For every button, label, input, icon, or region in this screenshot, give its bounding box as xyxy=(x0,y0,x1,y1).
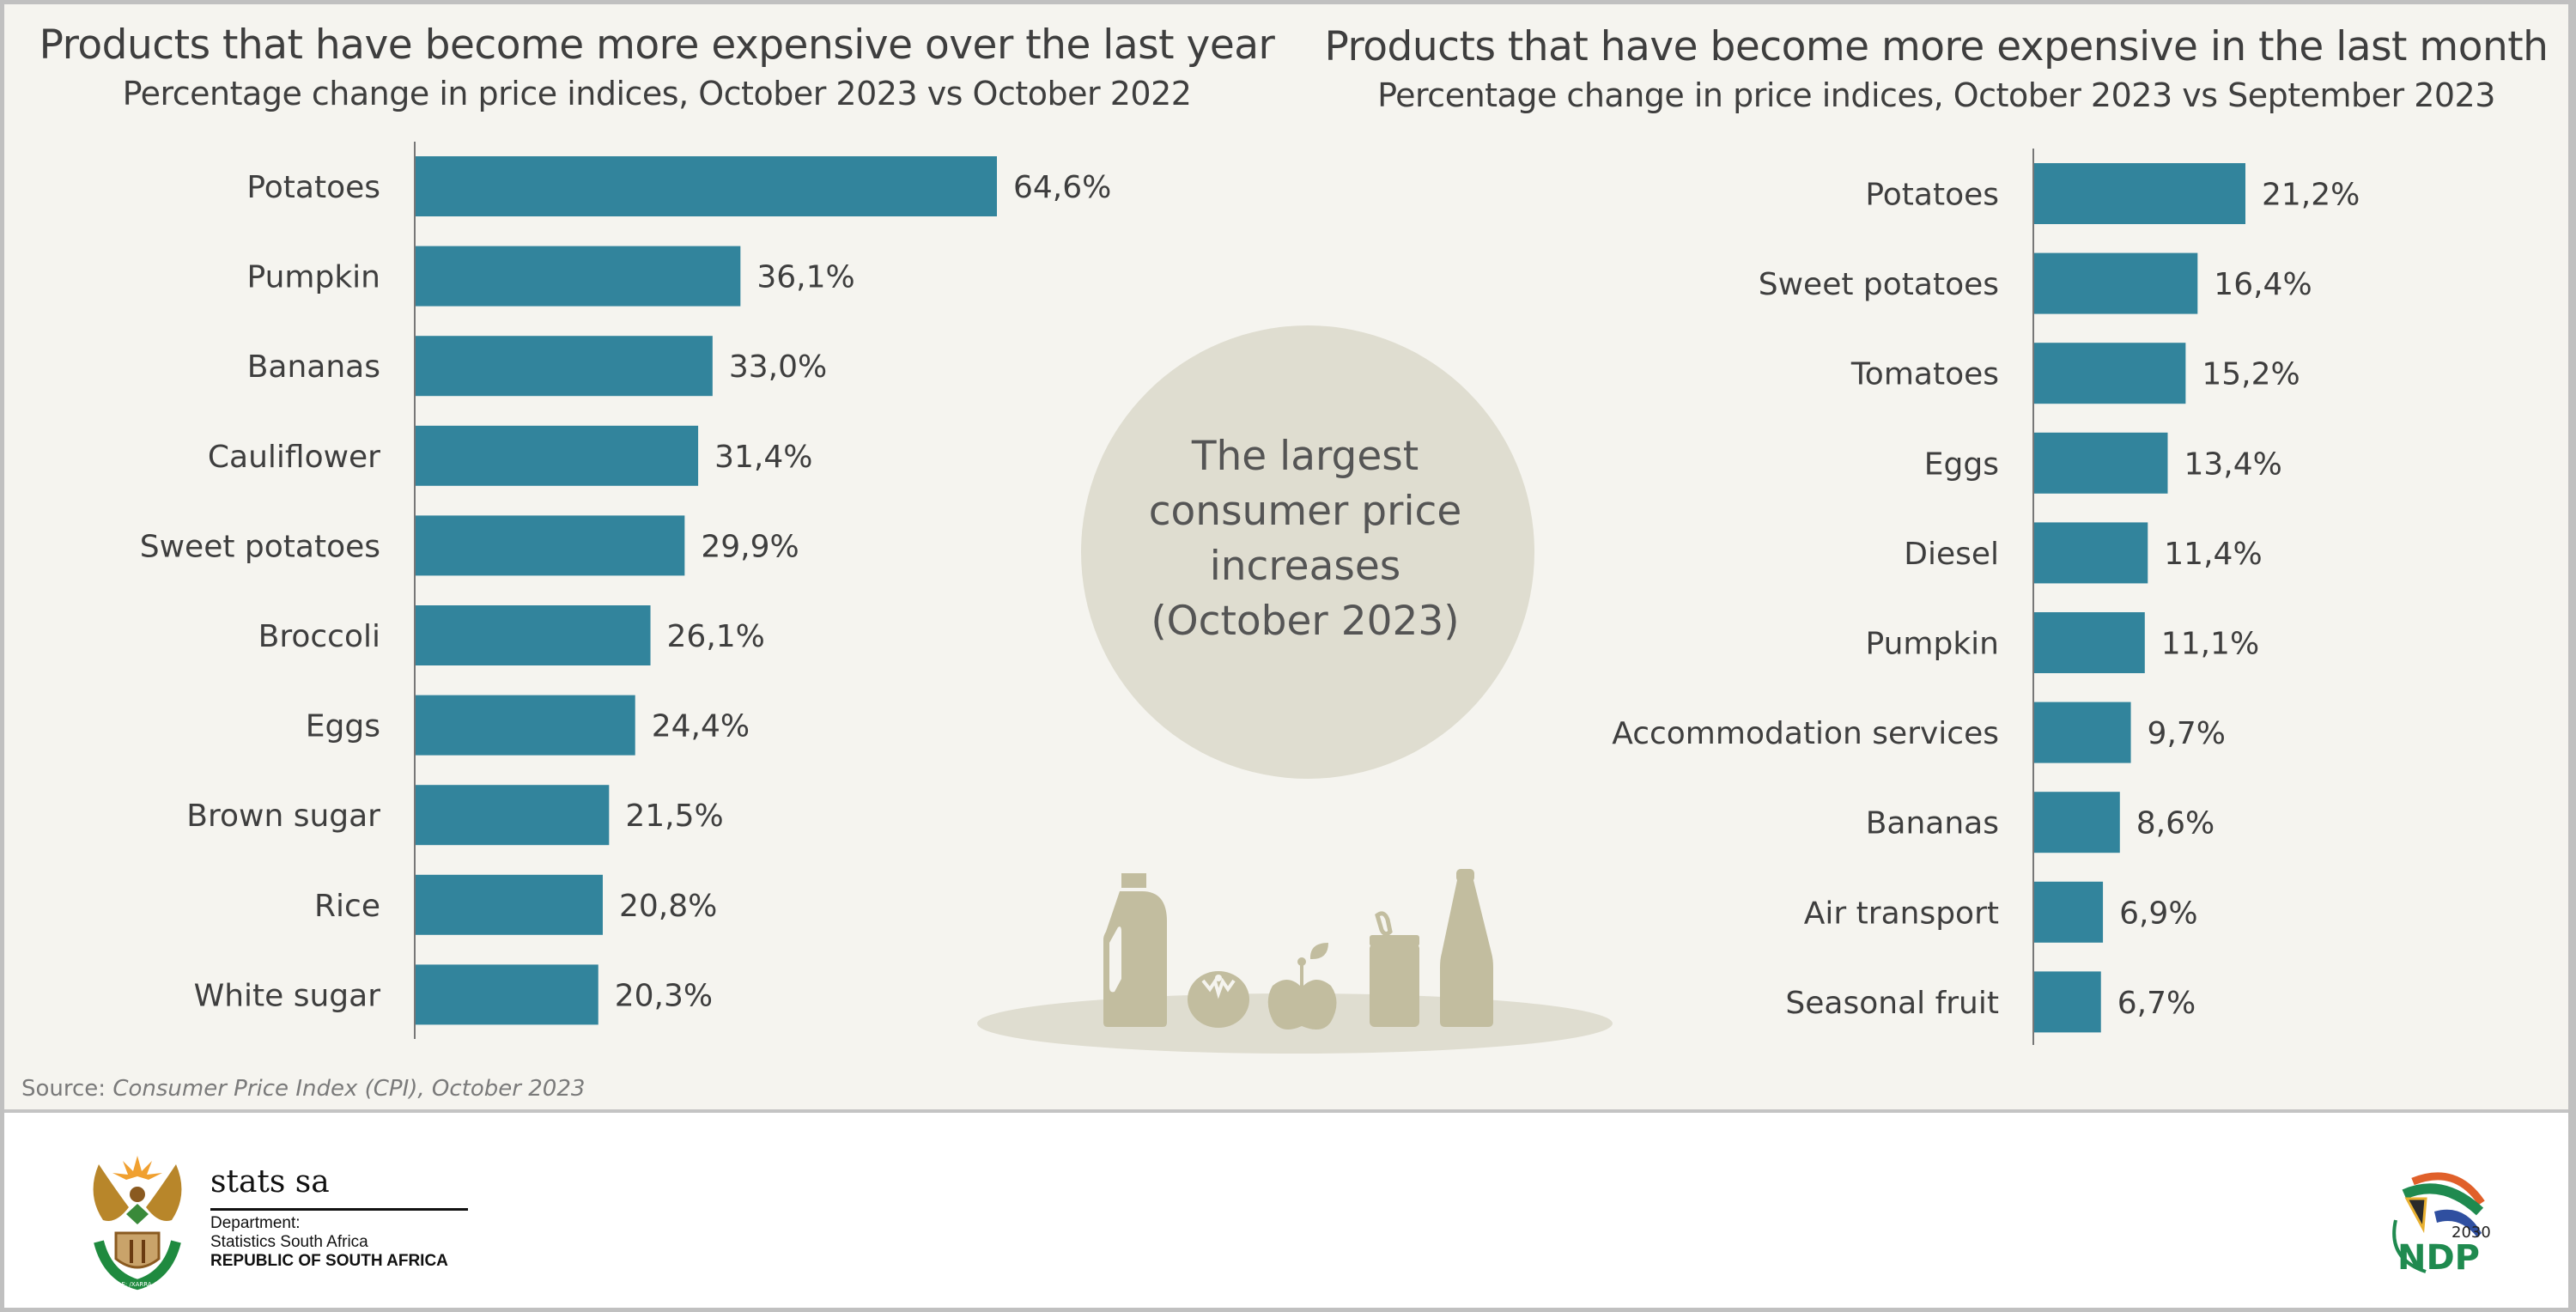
bar-eggs xyxy=(2034,432,2168,494)
bar-accommodation-services xyxy=(2034,702,2131,763)
category-label: Potatoes xyxy=(1865,178,1999,213)
bar-bananas xyxy=(2034,792,2120,853)
republic-line: REPUBLIC OF SOUTH AFRICA xyxy=(210,1252,448,1270)
value-label: 6,9% xyxy=(2119,896,2197,931)
category-label: Bananas xyxy=(1866,806,1999,841)
value-label: 15,2% xyxy=(2202,357,2300,392)
value-label: 21,2% xyxy=(2262,178,2360,213)
category-label: Sweet potatoes xyxy=(140,529,380,564)
bar-bananas xyxy=(416,336,713,397)
category-label: Sweet potatoes xyxy=(1759,267,1999,302)
value-label: 29,9% xyxy=(701,529,799,564)
bar-diesel xyxy=(2034,522,2148,584)
value-label: 20,8% xyxy=(619,889,717,924)
centre-circle-text: The largest consumer price increases (Oc… xyxy=(1082,429,1528,649)
category-label: Brown sugar xyxy=(186,799,380,834)
category-label: Diesel xyxy=(1904,537,1999,572)
department-text: Department: Statistics South Africa REPU… xyxy=(210,1214,448,1271)
category-label: Broccoli xyxy=(258,619,380,654)
bar-white-sugar xyxy=(416,964,598,1025)
bar-tomatoes xyxy=(2034,343,2186,404)
ndp-year: 2030 xyxy=(2451,1224,2491,1242)
value-label: 13,4% xyxy=(2184,446,2281,482)
value-label: 6,7% xyxy=(2117,986,2196,1021)
category-label: Eggs xyxy=(1924,446,1999,482)
bar-pumpkin xyxy=(416,246,741,307)
stats-sa-name: stats sa xyxy=(210,1164,330,1200)
dept-line: Statistics South Africa xyxy=(210,1233,368,1251)
category-label: Bananas xyxy=(247,349,380,385)
dept-line: Department: xyxy=(210,1214,301,1232)
value-label: 21,5% xyxy=(625,799,723,834)
right-bar-chart: Potatoes 21,2% Sweet potatoes 16,4% Tomatoes… xyxy=(1612,149,2360,1045)
circle-line: The largest xyxy=(1191,433,1419,480)
category-label: Eggs xyxy=(306,709,380,744)
value-label: 24,4% xyxy=(652,709,750,744)
left-chart-title: Products that have become more expensive… xyxy=(39,21,1275,69)
ndp-text: NDP xyxy=(2397,1238,2480,1276)
bar-cauliflower xyxy=(416,425,699,486)
value-label: 36,1% xyxy=(756,260,854,295)
category-label: Seasonal fruit xyxy=(1785,986,1999,1021)
bar-seasonal-fruit xyxy=(2034,971,2101,1033)
stats-divider xyxy=(210,1208,468,1211)
bar-potatoes xyxy=(2034,163,2245,224)
chart-panel: Products that have become more expensive… xyxy=(4,4,2568,1113)
bar-potatoes xyxy=(416,156,997,216)
category-label: Potatoes xyxy=(246,170,380,205)
source-text: Consumer Price Index (CPI), October 2023 xyxy=(112,1076,586,1102)
category-label: Cauliflower xyxy=(208,440,380,475)
bar-brown-sugar xyxy=(416,785,610,846)
right-chart-title: Products that have become more expensive… xyxy=(1324,23,2549,70)
coat-of-arms-motto: !KE E: /XARRA //KE xyxy=(109,1281,165,1288)
bar-pumpkin xyxy=(2034,612,2145,673)
charts-svg: Potatoes 64,6% Pumpkin 36,1% Bananas 33,0% Cau… xyxy=(140,142,2360,1045)
category-label: Tomatoes xyxy=(1850,357,1999,392)
bar-eggs xyxy=(416,695,635,756)
source-note: Source: Consumer Price Index (CPI), Octo… xyxy=(21,1076,585,1102)
category-label: Pumpkin xyxy=(1866,627,1999,662)
category-label: Pumpkin xyxy=(247,260,380,295)
category-label: White sugar xyxy=(194,978,381,1013)
ndp-2030-logo: 2030 NDP xyxy=(2392,1172,2491,1276)
infographic-frame: Products that have become more expensive… xyxy=(4,4,2568,1308)
bar-air-transport xyxy=(2034,881,2104,943)
value-label: 8,6% xyxy=(2136,806,2215,841)
bar-rice xyxy=(416,874,603,935)
coat-of-arms-logo: !KE E: /XARRA //KE xyxy=(93,1156,182,1291)
value-label: 31,4% xyxy=(714,440,812,475)
bar-sweet-potatoes xyxy=(2034,252,2198,314)
left-bar-chart: Potatoes 64,6% Pumpkin 36,1% Bananas 33,0% Cau… xyxy=(140,142,1111,1039)
value-label: 11,1% xyxy=(2161,627,2259,662)
circle-line: consumer price xyxy=(1148,488,1462,535)
circle-line: (October 2023) xyxy=(1151,598,1460,645)
value-label: 64,6% xyxy=(1013,170,1111,205)
sun-icon xyxy=(112,1156,162,1180)
footer: !KE E: /XARRA //KE stats sa Department: … xyxy=(4,1113,2568,1308)
bar-broccoli xyxy=(416,605,651,665)
category-label: Rice xyxy=(314,889,380,924)
value-label: 9,7% xyxy=(2148,716,2226,751)
value-label: 33,0% xyxy=(729,349,827,385)
source-prefix: Source: xyxy=(21,1076,113,1102)
value-label: 16,4% xyxy=(2214,267,2312,302)
value-label: 11,4% xyxy=(2164,537,2262,572)
left-chart-subtitle: Percentage change in price indices, Octo… xyxy=(122,75,1192,112)
value-label: 20,3% xyxy=(615,978,713,1013)
circle-line: increases xyxy=(1209,543,1401,590)
bar-sweet-potatoes xyxy=(416,515,685,576)
right-chart-subtitle: Percentage change in price indices, Octo… xyxy=(1377,76,2495,114)
value-label: 26,1% xyxy=(667,619,765,654)
category-label: Air transport xyxy=(1804,896,1999,931)
category-label: Accommodation services xyxy=(1612,716,1999,751)
